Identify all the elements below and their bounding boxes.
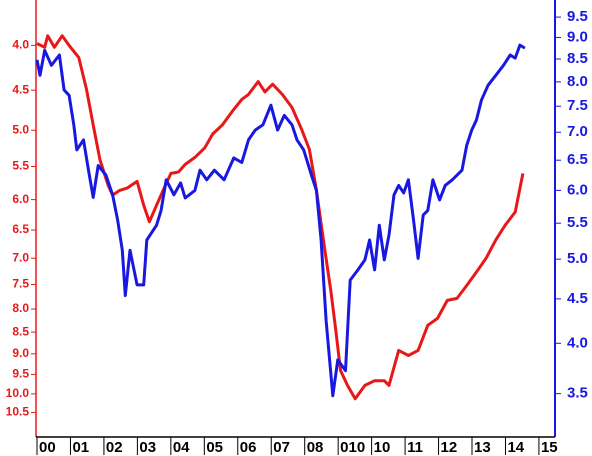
y-tick-label: 4.0 [12, 38, 29, 52]
y-tick-label: 7.0 [12, 250, 29, 264]
y-tick-label: 9.5 [12, 367, 29, 381]
series-line [36, 34, 525, 401]
y2-tick-label: 9.0 [567, 28, 588, 45]
x-tick-label: 03 [139, 439, 156, 456]
x-tick-label: 04 [173, 439, 190, 456]
y2-tick-label: 7.0 [567, 123, 588, 140]
y2-tick-label: 4.0 [567, 334, 588, 351]
y2-tick-label: 7.5 [567, 97, 588, 114]
y2-tick-label: 9.5 [567, 8, 588, 25]
y-tick-label: 5.0 [12, 122, 29, 136]
x-tick-label: 12 [441, 439, 458, 456]
x-tick-label: 010 [340, 439, 365, 456]
y-tick-label: 6.0 [12, 192, 29, 206]
y-tick-label: 10.5 [6, 405, 30, 419]
y2-tick-label: 8.5 [567, 50, 588, 67]
x-tick-label: 05 [206, 439, 223, 456]
y-tick-label: 9.0 [12, 346, 29, 360]
x-tick-label: 07 [273, 439, 290, 456]
x-tick-label: 01 [72, 439, 89, 456]
x-tick-label: 13 [474, 439, 491, 456]
y-tick-label: 4.5 [12, 82, 29, 96]
y2-tick-label: 6.0 [567, 181, 588, 198]
x-tick-label: 15 [541, 439, 558, 456]
y-tick-label: 6.5 [12, 222, 29, 236]
y-tick-label: 8.5 [12, 324, 29, 338]
y-tick-label: 7.5 [12, 277, 29, 291]
x-tick-label: 10 [374, 439, 391, 456]
series-line [35, 43, 526, 398]
y-tick-label: 5.5 [12, 159, 29, 173]
y2-tick-label: 6.5 [567, 151, 588, 168]
x-tick-label: 11 [407, 439, 423, 456]
x-tick-label: 00 [39, 439, 56, 456]
y2-tick-label: 4.5 [567, 290, 588, 307]
y2-tick-label: 5.5 [567, 214, 588, 231]
y2-tick-label: 8.0 [567, 73, 588, 90]
y2-tick-label: 3.5 [567, 385, 588, 402]
y-tick-label: 10.0 [6, 386, 30, 400]
x-tick-label: 14 [507, 439, 524, 456]
x-tick-label: 06 [240, 439, 257, 456]
y-tick-label: 8.0 [12, 301, 29, 315]
x-tick-label: 02 [106, 439, 123, 456]
x-tick-label: 08 [307, 439, 324, 456]
y2-tick-label: 5.0 [567, 250, 588, 267]
